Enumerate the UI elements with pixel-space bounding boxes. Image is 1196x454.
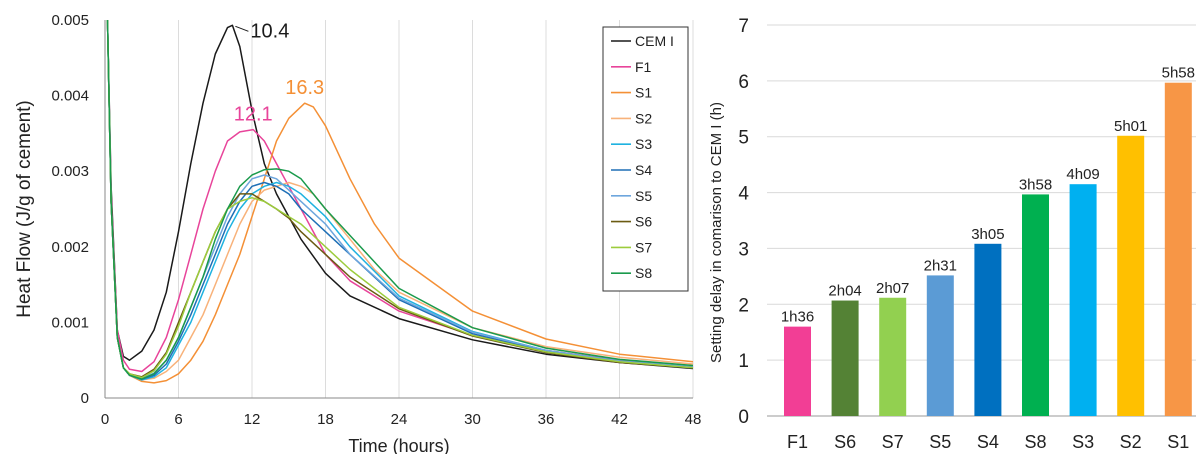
setting-delay-bar-chart: 0 1 2 3 4 5 6 7 F1 S6 S7 S5 S4 S8 S3 S2 S1 1h36 2h04 2h07 2… <box>708 16 1196 452</box>
legend-label: S1 <box>635 85 652 101</box>
x-tick-label: S6 <box>834 432 856 452</box>
series-line-s8 <box>106 19 694 380</box>
x-axis-label: Time (hours) <box>348 436 449 454</box>
y-tick-label: 4 <box>738 184 749 205</box>
x-tick-label: 12 <box>244 411 261 428</box>
legend-item: S3 <box>611 136 652 152</box>
x-tick-label: 18 <box>317 411 334 428</box>
x-tick-label: 24 <box>391 411 408 428</box>
legend-label: S7 <box>635 239 652 255</box>
bar-f1 <box>784 326 811 416</box>
bar-s3 <box>1069 184 1097 416</box>
legend-item: S1 <box>611 85 652 101</box>
peak-annotation: 16.3 <box>285 77 324 99</box>
x-tick-label: 36 <box>538 411 555 428</box>
legend-item: S5 <box>611 188 652 204</box>
peak-annotation: 12.1 <box>234 104 273 126</box>
legend-item: S7 <box>611 239 652 255</box>
bar-data-label: 2h04 <box>828 283 861 300</box>
x-tick-label: S3 <box>1072 432 1094 452</box>
peak-annotations: 10.4 12.1 16.3 <box>234 20 324 125</box>
y-tick-label: 1 <box>738 351 749 372</box>
y-tick-label: 7 <box>738 16 749 37</box>
legend-item: S8 <box>611 265 652 281</box>
legend-item: S4 <box>611 162 652 178</box>
tick-labels: 0 6 12 18 24 30 36 42 48 0 0.001 0.002 0.003 0.004 0.0… <box>51 12 701 428</box>
x-tick-label: 6 <box>174 411 182 428</box>
bar-data-label: 4h09 <box>1066 166 1099 183</box>
legend-item: S2 <box>611 110 652 126</box>
legend-label: S3 <box>635 136 652 152</box>
x-tick-label: S1 <box>1167 432 1189 452</box>
legend-label: S8 <box>635 265 652 281</box>
y-tick-label: 0 <box>738 407 749 428</box>
y-tick-label: 0.001 <box>51 314 89 331</box>
legend: CEM I F1 S1 S2 S3 S4 S5 S6 S7 S8 <box>602 26 689 292</box>
y-tick-label: 0.005 <box>51 12 89 29</box>
legend-label: F1 <box>635 59 652 75</box>
bar-s8 <box>1022 194 1049 416</box>
x-tick-label: 0 <box>101 411 109 428</box>
x-tick-label: 48 <box>685 411 702 428</box>
line-chart-axes <box>104 20 693 399</box>
series-line-f1 <box>106 19 694 373</box>
y-tick-label: 5 <box>738 128 749 149</box>
bar-s7 <box>879 297 907 416</box>
series-lines <box>106 19 694 384</box>
bar-data-label: 2h31 <box>924 257 957 274</box>
series-line-cem-i <box>106 19 694 370</box>
heat-flow-line-chart: 0 6 12 18 24 30 36 42 48 0 0.001 0.002 0.003 0.004 0.0… <box>14 12 701 454</box>
x-tick-label: S5 <box>929 432 951 452</box>
tick-labels: 0 1 2 3 4 5 6 7 F1 S6 S7 S5 S4 S8 S3 S2 S1 <box>738 16 1189 452</box>
y-tick-label: 2 <box>738 295 749 316</box>
y-axis-label: Heat Flow (J/g of cement) <box>14 100 35 318</box>
bar-data-label: 5h01 <box>1114 118 1147 135</box>
y-tick-label: 0.004 <box>51 88 89 105</box>
legend-label: S6 <box>635 214 652 230</box>
bar-s5 <box>926 275 954 416</box>
bar-data-label: 3h05 <box>971 226 1004 243</box>
series-line-s7 <box>106 19 694 379</box>
bar-s6 <box>831 300 859 416</box>
legend-label: S5 <box>635 188 652 204</box>
legend-label: CEM I <box>635 33 674 49</box>
x-tick-label: S2 <box>1120 432 1142 452</box>
x-tick-label: S4 <box>977 432 999 452</box>
legend-item: S6 <box>611 214 652 230</box>
y-tick-label: 0.003 <box>51 163 89 180</box>
bar-s4 <box>974 243 1002 416</box>
bar-data-label: 2h07 <box>876 280 909 297</box>
data-labels: 1h36 2h04 2h07 2h31 3h05 3h58 4h09 5h01 5h58 <box>781 65 1195 326</box>
peak-annotation: 10.4 <box>250 20 289 42</box>
y-tick-label: 6 <box>738 72 749 93</box>
bar-s1 <box>1164 82 1192 416</box>
x-tick-label: 42 <box>611 411 628 428</box>
legend-item: CEM I <box>611 33 674 49</box>
x-tick-label: S7 <box>882 432 904 452</box>
bars <box>784 82 1192 416</box>
y-tick-label: 0 <box>81 390 89 407</box>
bar-data-label: 5h58 <box>1162 65 1195 82</box>
legend-item: F1 <box>611 59 652 75</box>
legend-label: S2 <box>635 110 652 126</box>
bar-data-label: 1h36 <box>781 309 814 326</box>
x-tick-label: F1 <box>787 432 808 452</box>
bar-s2 <box>1117 135 1145 416</box>
y-tick-label: 0.002 <box>51 239 89 256</box>
y-tick-label: 3 <box>738 239 749 260</box>
x-tick-label: 30 <box>464 411 481 428</box>
bar-data-label: 3h58 <box>1019 176 1052 193</box>
annotation-leader <box>235 25 249 32</box>
y-axis-label: Setting delay in comarison to CEM I (h) <box>708 102 725 363</box>
x-tick-label: S8 <box>1024 432 1046 452</box>
legend-label: S4 <box>635 162 652 178</box>
